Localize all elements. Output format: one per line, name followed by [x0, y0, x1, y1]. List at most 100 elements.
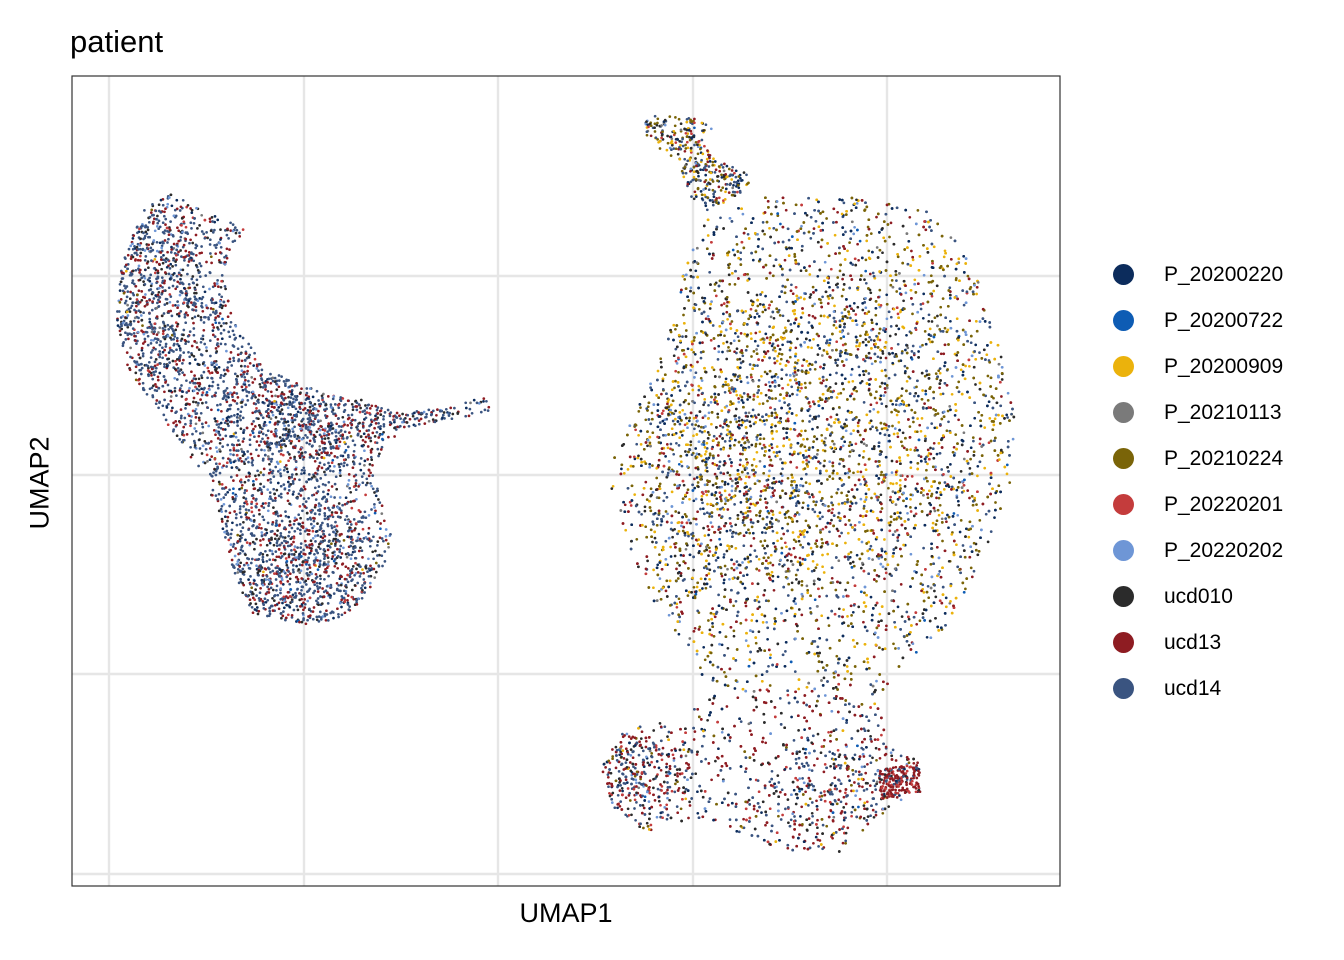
scatter-point: [415, 416, 419, 420]
scatter-point: [353, 418, 357, 422]
scatter-point: [194, 385, 197, 389]
scatter-point: [183, 315, 187, 319]
scatter-point: [197, 464, 200, 468]
scatter-point: [218, 433, 222, 437]
scatter-point: [378, 452, 381, 456]
scatter-point: [222, 300, 226, 304]
scatter-point: [155, 399, 159, 402]
scatter-point: [227, 330, 231, 334]
scatter-point: [244, 508, 248, 511]
scatter-point: [348, 574, 352, 578]
scatter-point: [150, 308, 154, 312]
scatter-point: [383, 550, 387, 553]
scatter-point: [155, 260, 159, 264]
scatter-point: [322, 432, 326, 435]
scatter-point: [274, 394, 277, 398]
scatter-point: [356, 571, 360, 574]
scatter-point: [244, 388, 247, 391]
scatter-point: [196, 381, 200, 385]
scatter-point: [242, 431, 245, 435]
scatter-point: [208, 384, 211, 388]
scatter-point: [259, 564, 262, 567]
scatter-point: [272, 599, 276, 602]
scatter-point: [349, 434, 353, 438]
scatter-point: [138, 382, 141, 386]
scatter-point: [298, 563, 302, 567]
scatter-point: [161, 384, 165, 388]
scatter-point: [246, 369, 249, 373]
scatter-point: [139, 273, 143, 276]
scatter-point: [244, 403, 248, 407]
scatter-point: [350, 571, 354, 575]
scatter-point: [346, 580, 350, 584]
scatter-point: [387, 435, 390, 439]
scatter-point: [119, 333, 122, 337]
scatter-point: [187, 251, 191, 254]
scatter-point: [363, 586, 367, 590]
scatter-point: [358, 429, 362, 433]
scatter-point: [245, 394, 249, 398]
scatter-point: [292, 397, 295, 401]
scatter-point: [448, 411, 451, 415]
scatter-point: [180, 384, 183, 387]
scatter-point: [192, 327, 196, 330]
scatter-point: [313, 580, 316, 584]
scatter-point: [193, 358, 197, 361]
scatter-point: [376, 406, 380, 409]
scatter-point: [214, 433, 217, 437]
scatter-point: [299, 569, 303, 573]
scatter-point: [336, 566, 340, 570]
scatter-point: [194, 253, 198, 257]
scatter-point: [290, 393, 293, 396]
scatter-point: [293, 457, 296, 461]
scatter-point: [195, 206, 198, 210]
scatter-point: [278, 443, 281, 447]
scatter-point: [249, 590, 252, 594]
scatter-point: [218, 293, 221, 296]
scatter-point: [435, 413, 438, 417]
scatter-point: [323, 555, 327, 558]
scatter-point: [239, 410, 243, 414]
scatter-point: [169, 251, 173, 254]
scatter-point: [140, 348, 144, 352]
scatter-point: [373, 426, 376, 430]
scatter-point: [157, 304, 161, 308]
scatter-point: [275, 534, 279, 537]
scatter-point: [342, 464, 346, 468]
scatter-point: [289, 413, 292, 416]
scatter-point: [160, 276, 164, 279]
scatter-point: [235, 378, 238, 382]
scatter-point: [283, 599, 286, 603]
scatter-point: [268, 400, 272, 403]
scatter-point: [178, 420, 182, 424]
scatter-point: [195, 278, 199, 282]
scatter-point: [236, 533, 240, 537]
scatter-point: [180, 224, 183, 227]
scatter-point: [189, 445, 192, 449]
scatter-point: [131, 269, 135, 273]
scatter-point: [338, 465, 341, 469]
scatter-point: [189, 421, 193, 425]
scatter-point: [335, 524, 339, 528]
scatter-point: [194, 416, 198, 419]
scatter-point: [321, 441, 324, 445]
scatter-point: [143, 268, 147, 272]
scatter-point: [305, 563, 308, 566]
scatter-point: [339, 583, 343, 587]
scatter-point: [321, 447, 325, 450]
scatter-point: [370, 539, 373, 543]
scatter-point: [277, 494, 281, 498]
scatter-point: [371, 487, 375, 491]
scatter-point: [278, 571, 282, 575]
scatter-point: [302, 466, 306, 470]
scatter-point: [152, 213, 155, 217]
scatter-point: [331, 555, 335, 558]
scatter-point: [138, 300, 142, 304]
scatter-point: [123, 284, 126, 288]
scatter-point: [131, 237, 135, 240]
scatter-point: [176, 322, 180, 326]
scatter-point: [226, 366, 229, 369]
scatter-point: [235, 382, 239, 386]
scatter-point: [268, 457, 271, 461]
scatter-point: [364, 493, 367, 497]
